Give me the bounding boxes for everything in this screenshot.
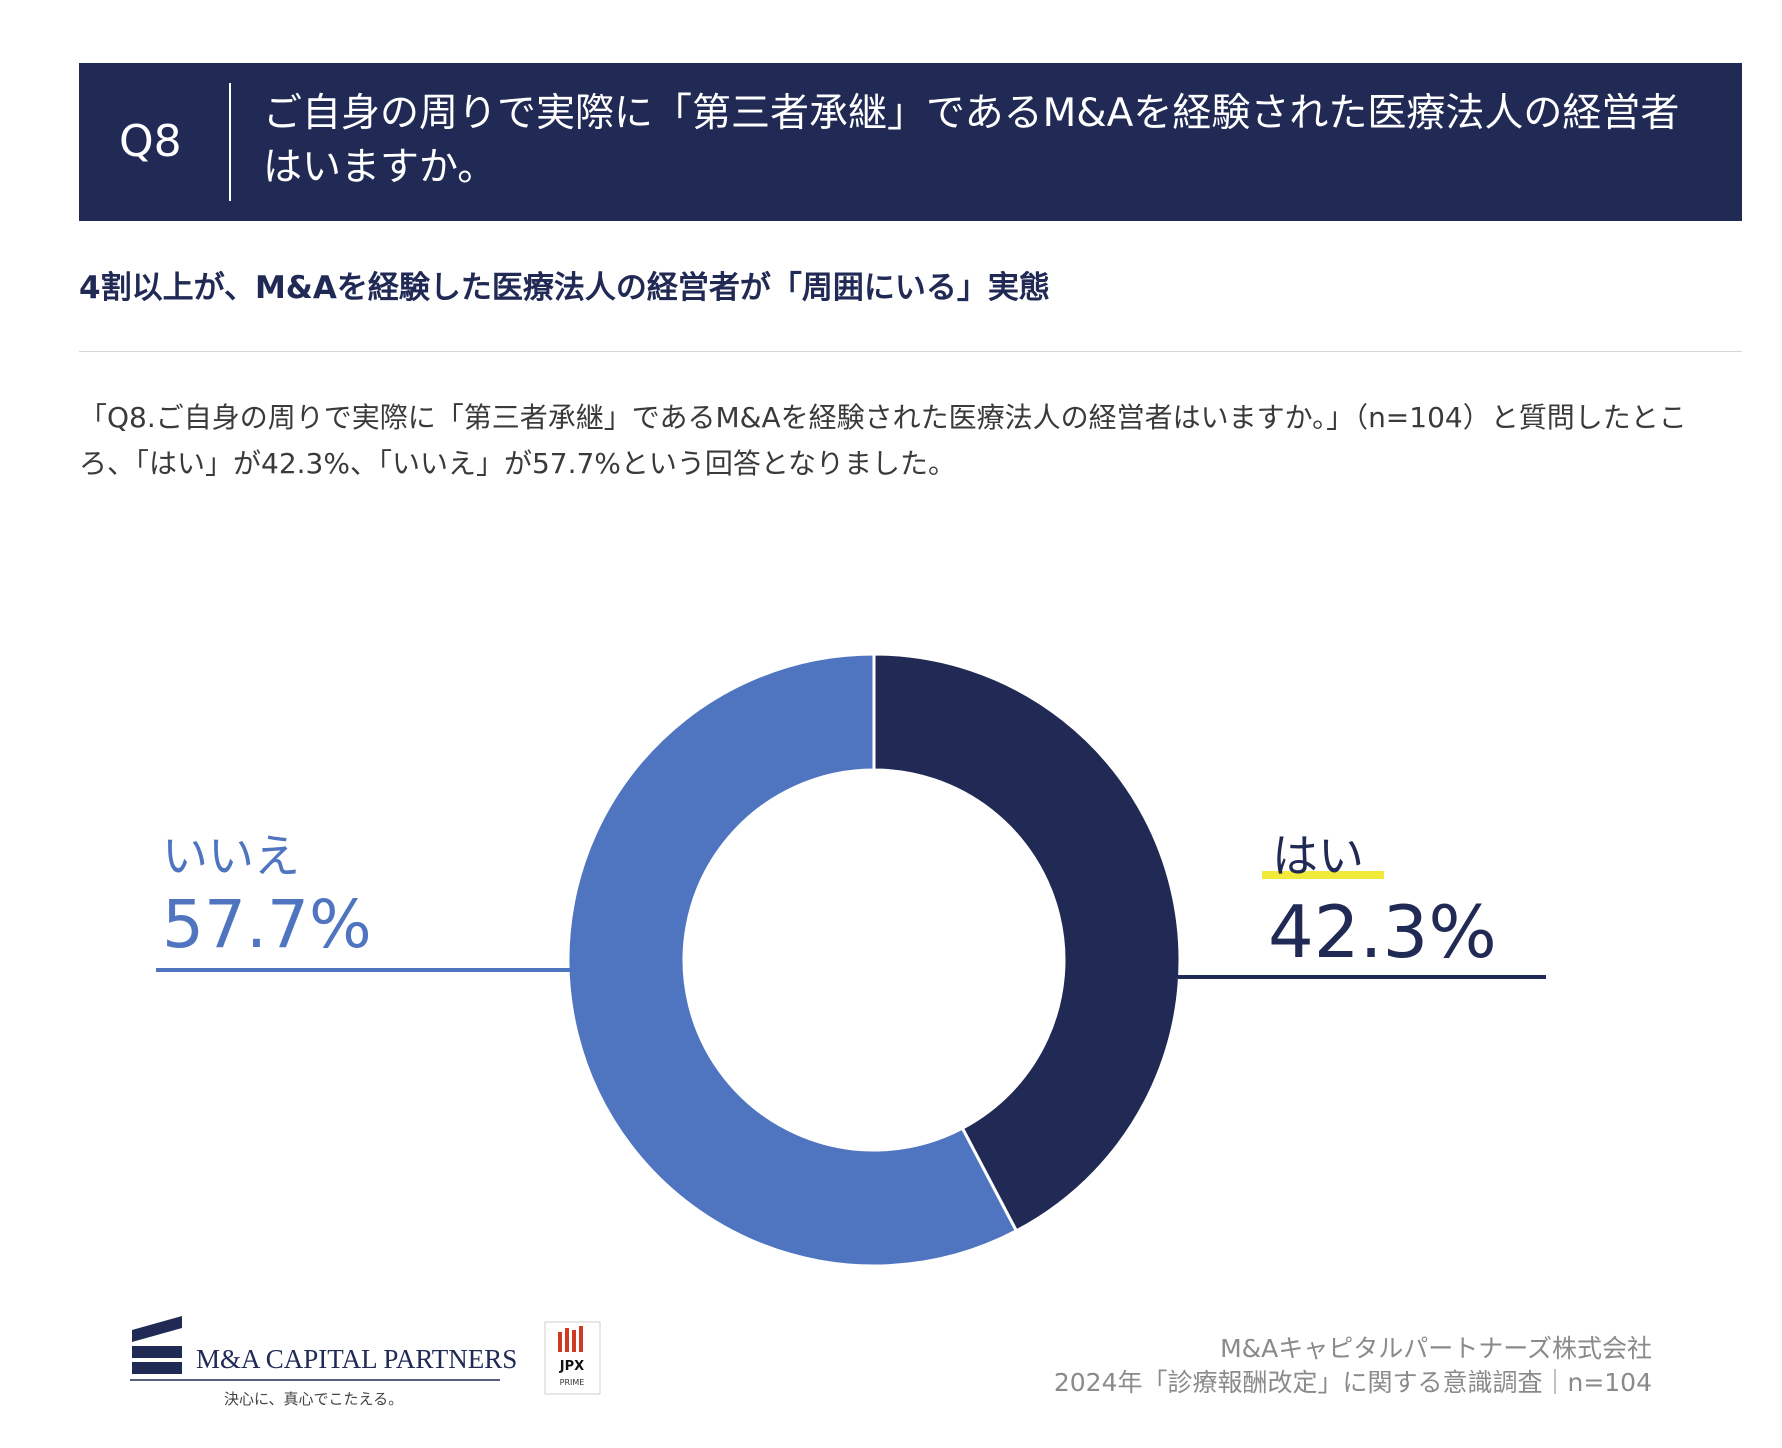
jpx-sub-label: PRIME [560,1378,585,1387]
donut-slice-no [566,652,1019,1268]
jpx-icon [558,1326,583,1352]
question-text: ご自身の周りで実際に「第三者承継」であるM&Aを経験された医療法人の経営者はいま… [263,91,1680,190]
company-name: M&Aキャピタルパートナーズ株式会社 [1220,1334,1652,1363]
jpx-prime-badge: JPX PRIME [544,1321,601,1395]
company-logo: M&A CAPITAL PARTNERS 決心に、真心でこたえる。 JPX PR… [130,1312,650,1416]
header-divider [229,83,231,201]
jpx-label: JPX [559,1359,584,1374]
no-label: いいえ [162,829,300,883]
description: 「Q8.ご自身の周りで実際に「第三者承継」であるM&Aを経験された医療法人の経営… [79,401,1687,480]
logo-tagline: 決心に、真心でこたえる。 [224,1390,403,1408]
question-number: Q8 [119,116,182,167]
yes-label: はい [1272,829,1364,883]
donut-slice-yes [872,652,1182,1233]
logo-mark-icon [132,1316,182,1374]
survey-name: 2024年「診療報酬改定」に関する意識調査｜n=104 [1053,1368,1652,1397]
subtitle: 4割以上が、M&Aを経験した医療法人の経営者が「周囲にいる」実態 [79,270,1050,306]
divider [79,351,1742,352]
yes-label-highlight [1262,871,1384,879]
yes-value-label: 42.3% [1268,890,1497,974]
donut-chart: いいえ 57.7% はい 42.3% [156,652,1546,1268]
source-note: M&Aキャピタルパートナーズ株式会社 2024年「診療報酬改定」に関する意識調査… [1054,1332,1652,1400]
no-value-label: 57.7% [162,886,372,963]
question-header: Q8 ご自身の周りで実際に「第三者承継」であるM&Aを経験された医療法人の経営者… [79,63,1742,221]
logo-name: M&A CAPITAL PARTNERS [196,1344,517,1374]
